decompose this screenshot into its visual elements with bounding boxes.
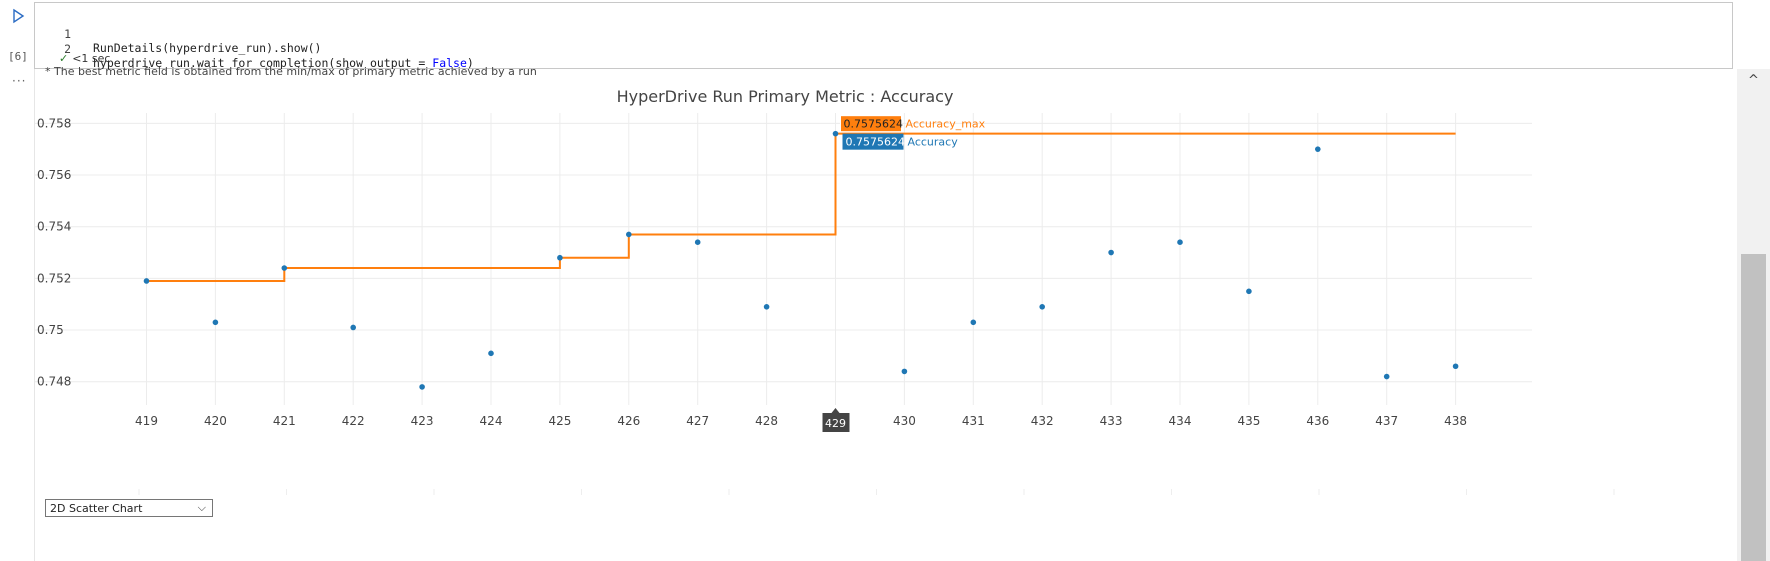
- code-line: 2 hyperdrive_run.wait_for_completion(sho…: [35, 28, 474, 70]
- x-tick-label: 430: [893, 414, 916, 428]
- accuracy-point: [350, 324, 357, 331]
- x-tick-label: 438: [1444, 414, 1467, 428]
- accuracy-max-line: [146, 132, 1456, 282]
- x-tick-label: 421: [273, 414, 296, 428]
- x-tick-label: 419: [135, 414, 158, 428]
- accuracy-tooltip-value: 0.7575624: [846, 136, 906, 149]
- accuracy-point: [143, 278, 150, 284]
- x-tick-label: 424: [480, 414, 503, 428]
- execution-time: <1 sec: [72, 52, 111, 65]
- x-tick-label: 426: [617, 414, 640, 428]
- grid-lines: [35, 113, 1615, 495]
- x-tick-label: 433: [1100, 414, 1123, 428]
- best-metric-note: * The best metric field is obtained from…: [45, 65, 537, 78]
- code-cell[interactable]: 1 RunDetails(hyperdrive_run).show() 2 hy…: [34, 2, 1733, 70]
- x-tick-label: 422: [342, 414, 365, 428]
- accuracy-max-tooltip-name: Accuracy_max: [906, 118, 986, 131]
- y-tick-label: 0.754: [37, 220, 71, 234]
- accuracy-point: [212, 319, 219, 326]
- chart-type-value: 2D Scatter Chart: [50, 502, 143, 515]
- line-number: 1: [64, 27, 71, 41]
- x-tick-label: 427: [686, 414, 709, 428]
- cell-output: HyperDrive Run Primary Metric : Accuracy…: [34, 65, 1738, 561]
- x-hover-label-pointer: [831, 408, 840, 413]
- x-tick-label: 436: [1306, 414, 1329, 428]
- x-tick-label: 423: [411, 414, 434, 428]
- vertical-scrollbar[interactable]: ^: [1737, 69, 1770, 561]
- accuracy-point: [1246, 288, 1252, 295]
- y-tick-label: 0.75: [37, 323, 64, 337]
- check-icon: ✓: [59, 52, 69, 65]
- chart-title: HyperDrive Run Primary Metric : Accuracy: [617, 87, 954, 106]
- accuracy-point: [1039, 304, 1045, 310]
- run-cell-icon[interactable]: [10, 8, 26, 24]
- accuracy-point: [694, 239, 701, 246]
- accuracy-point: [832, 130, 839, 137]
- chevron-down-icon: ⌵: [197, 501, 206, 514]
- code-text: RunDetails(hyperdrive_run).show(): [93, 41, 322, 55]
- accuracy-max-tooltip: [840, 115, 902, 133]
- x-tick-label: 431: [962, 414, 985, 428]
- code-segment: hyperdrive_run.wait_for_completion(show_…: [93, 56, 433, 70]
- cell-status: ✓ <1 sec: [59, 52, 110, 65]
- code-segment: ): [466, 56, 474, 70]
- accuracy-tooltip: [842, 133, 904, 150]
- x-tick-label: 428: [755, 414, 778, 428]
- chart-marks: [143, 130, 1459, 390]
- scrollbar-thumb[interactable]: [1741, 254, 1766, 561]
- x-tick-label: 434: [1169, 414, 1192, 428]
- x-tick-label: 435: [1237, 414, 1260, 428]
- accuracy-point: [281, 265, 288, 271]
- accuracy-point: [1177, 239, 1183, 246]
- x-tick-label: 432: [1031, 414, 1054, 428]
- accuracy-point: [488, 350, 494, 357]
- accuracy-point: [763, 304, 770, 310]
- x-hover-label: 429: [825, 417, 846, 430]
- accuracy-point: [970, 319, 977, 326]
- chart-labels: HyperDrive Run Primary Metric : Accuracy…: [37, 87, 1467, 428]
- accuracy-point: [1383, 373, 1390, 380]
- chart-type-select[interactable]: 2D Scatter Chart ⌵: [45, 499, 213, 517]
- y-tick-label: 0.756: [37, 168, 71, 182]
- primary-metric-chart: HyperDrive Run Primary Metric : Accuracy…: [35, 87, 1615, 495]
- accuracy-max-tooltip-value: 0.7575624: [844, 118, 904, 131]
- x-tick-label: 425: [548, 414, 571, 428]
- accuracy-tooltip-name: Accuracy: [908, 136, 959, 149]
- line-number: 2: [64, 42, 71, 56]
- x-tick-label: 437: [1375, 414, 1398, 428]
- y-tick-label: 0.758: [37, 116, 71, 130]
- x-hover-label-box: [822, 413, 850, 432]
- code-line: 1 RunDetails(hyperdrive_run).show(): [35, 13, 321, 55]
- accuracy-point: [1108, 249, 1114, 256]
- cell-gutter: [6] ···: [0, 0, 34, 561]
- chevron-up-icon[interactable]: ^: [1748, 73, 1759, 88]
- y-tick-label: 0.748: [37, 375, 71, 389]
- y-tick-label: 0.752: [37, 271, 71, 285]
- accuracy-point: [419, 384, 425, 390]
- accuracy-point: [1315, 146, 1321, 152]
- x-tick-label: 420: [204, 414, 227, 428]
- accuracy-point: [901, 368, 908, 375]
- accuracy-point: [557, 254, 563, 261]
- code-text: hyperdrive_run.wait_for_completion(show_…: [93, 56, 474, 70]
- accuracy-point: [626, 231, 632, 238]
- accuracy-point: [1452, 363, 1459, 370]
- more-actions-icon[interactable]: ···: [12, 74, 27, 88]
- execution-count: [6]: [8, 50, 28, 63]
- code-keyword: False: [432, 56, 467, 70]
